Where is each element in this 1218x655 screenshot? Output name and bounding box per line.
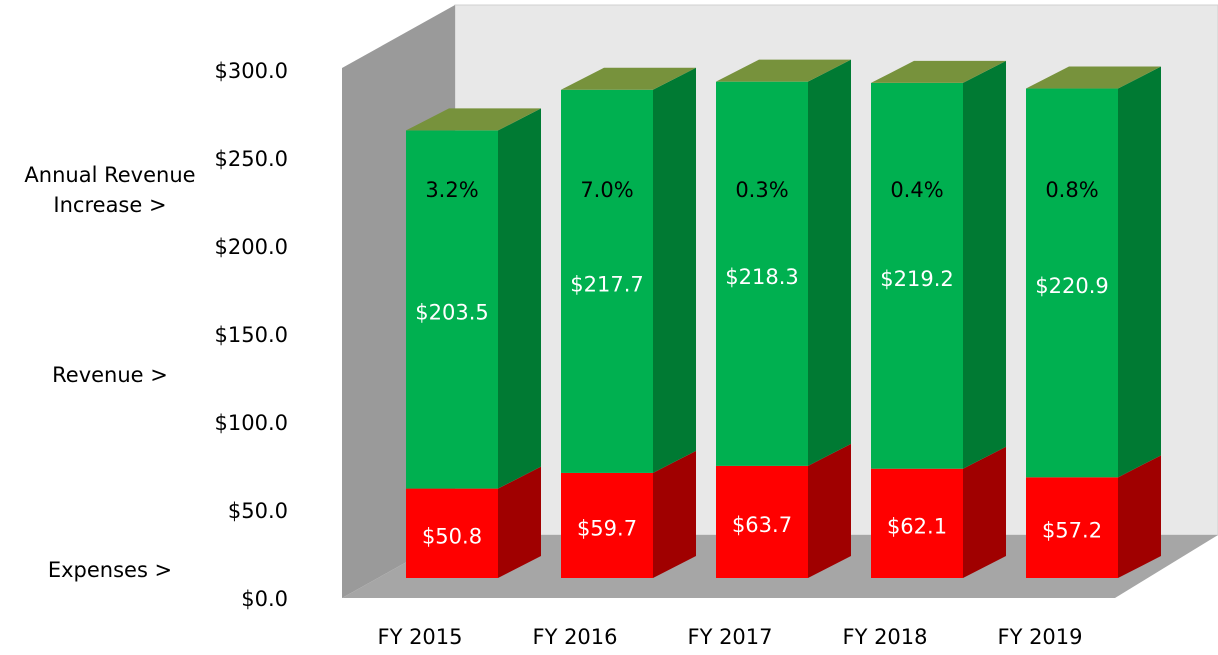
x-tick-label: FY 2017 <box>687 625 772 649</box>
bar <box>1026 477 1118 578</box>
expenses-legend: Expenses > <box>47 558 173 582</box>
bar <box>716 465 808 578</box>
bar-top <box>716 59 851 82</box>
revenue-legend: Revenue > <box>52 363 168 387</box>
bar <box>561 89 653 473</box>
bar <box>716 81 808 466</box>
bar-side <box>808 59 851 466</box>
bar <box>871 468 963 578</box>
bar-top <box>1026 66 1161 89</box>
bar-side <box>653 67 696 473</box>
bar-top <box>561 67 696 90</box>
bar <box>871 82 963 469</box>
increase-value-label: 0.4% <box>890 178 943 202</box>
y-tick-label: $0.0 <box>241 587 288 611</box>
value-label: $62.1 <box>887 514 947 538</box>
y-tick-label: $100.0 <box>215 411 288 435</box>
bar-side <box>498 108 541 489</box>
value-label: $63.7 <box>732 513 792 537</box>
bar-side <box>1118 66 1161 478</box>
value-label: $220.9 <box>1035 274 1108 298</box>
bar-top <box>406 108 541 131</box>
value-label: $57.2 <box>1042 519 1102 543</box>
bar-side <box>1118 455 1161 578</box>
bar-side <box>963 60 1006 469</box>
increase-value-label: 0.8% <box>1045 178 1098 202</box>
x-tick-label: FY 2016 <box>532 625 617 649</box>
y-tick-label: $300.0 <box>215 59 288 83</box>
x-tick-label: FY 2015 <box>377 625 462 649</box>
value-label: $203.5 <box>415 301 488 325</box>
bar-side <box>808 443 851 578</box>
bar-top <box>871 60 1006 83</box>
x-tick-label: FY 2018 <box>842 625 927 649</box>
y-tick-label: $150.0 <box>215 323 288 347</box>
bar <box>1026 88 1118 478</box>
y-tick-label: $200.0 <box>215 235 288 259</box>
value-label: $217.7 <box>570 272 643 296</box>
value-label: $50.8 <box>422 524 482 548</box>
x-tick-label: FY 2019 <box>997 625 1082 649</box>
bar-side <box>498 466 541 578</box>
bar <box>406 130 498 489</box>
bar <box>561 472 653 578</box>
increase-value-label: 7.0% <box>580 178 633 202</box>
value-label: $59.7 <box>577 516 637 540</box>
increase-label: Annual Revenue Increase > <box>24 163 196 217</box>
bar-side <box>653 450 696 578</box>
increase-value-label: 3.2% <box>425 178 478 202</box>
y-tick-label: $50.0 <box>228 499 288 523</box>
increase-value-label: 0.3% <box>735 178 788 202</box>
y-tick-label: $250.0 <box>215 147 288 171</box>
value-label: $219.2 <box>880 267 953 291</box>
bar-side <box>963 446 1006 578</box>
value-label: $218.3 <box>725 265 798 289</box>
bar <box>406 488 498 578</box>
